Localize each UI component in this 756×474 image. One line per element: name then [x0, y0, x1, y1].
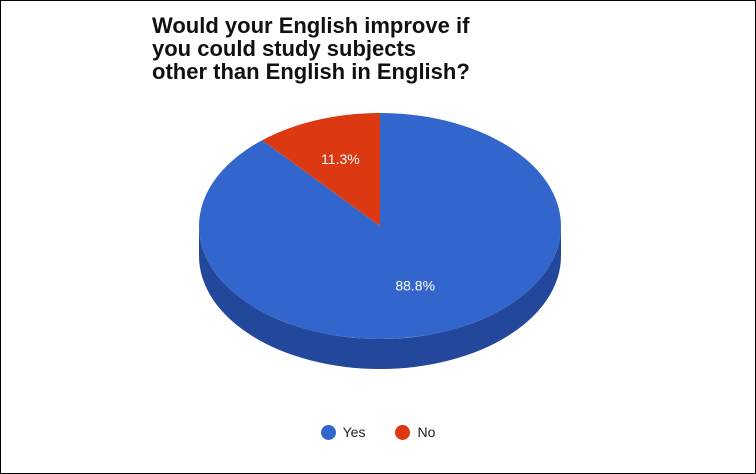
pie-label-no: 11.3%: [321, 151, 360, 167]
chart-title-line-3: other than English in English?: [152, 59, 470, 84]
pie-slice-no[interactable]: [262, 113, 380, 226]
chart-legend: Yes No: [0, 421, 756, 443]
legend-item-yes[interactable]: Yes: [320, 424, 366, 440]
legend-label-no: No: [417, 424, 436, 440]
chart-title-line-1: Would your English improve if: [152, 13, 470, 38]
pie-side-yes: [199, 226, 561, 369]
legend-swatch-yes: [320, 424, 336, 440]
chart-title: Would your English improve if you could …: [152, 14, 652, 83]
legend-swatch-no: [395, 424, 411, 440]
legend-label-yes: Yes: [342, 424, 366, 440]
chart-title-line-2: you could study subjects: [152, 36, 417, 61]
legend-item-no[interactable]: No: [395, 424, 435, 440]
pie-label-yes: 88.8%: [395, 277, 435, 293]
